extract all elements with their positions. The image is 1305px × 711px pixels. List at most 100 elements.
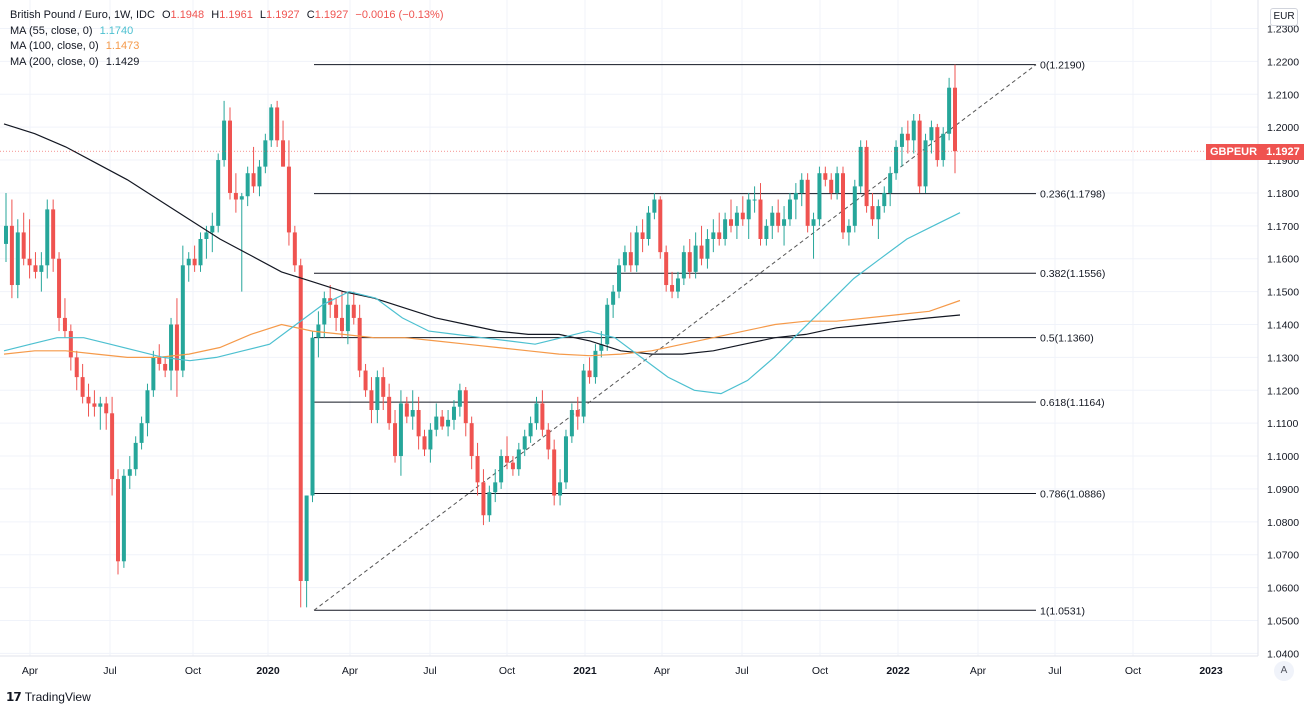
- auto-scale-button[interactable]: A: [1274, 661, 1294, 681]
- candle-body: [457, 390, 462, 407]
- candle-body: [805, 179, 810, 226]
- candle-body: [74, 357, 79, 378]
- candle-body: [239, 196, 244, 200]
- price-tick-label: 1.0500: [1267, 615, 1299, 627]
- currency-label[interactable]: EUR: [1270, 8, 1298, 26]
- price-tick-label: 1.2100: [1267, 89, 1299, 101]
- candle-body: [528, 423, 533, 437]
- time-tick-label: Jul: [735, 665, 748, 677]
- legend-ma200-row[interactable]: MA (200, close, 0) 1.1429: [10, 55, 444, 71]
- candle-body: [451, 406, 456, 420]
- candle-body: [351, 304, 356, 318]
- candle-body: [499, 456, 504, 483]
- candle-body: [104, 403, 109, 414]
- candle-body: [216, 160, 221, 226]
- candle-body: [905, 133, 910, 141]
- candle-body: [858, 146, 863, 187]
- candle-body: [9, 225, 14, 286]
- candle-body: [947, 87, 952, 134]
- candle-body: [935, 127, 940, 161]
- candle-body: [817, 173, 822, 220]
- candle-body: [611, 291, 616, 305]
- candle-body: [428, 429, 433, 450]
- candle-body: [15, 232, 20, 286]
- legend-ma55-row[interactable]: MA (55, close, 0) 1.1740: [10, 24, 444, 40]
- time-tick-label: Apr: [970, 665, 987, 677]
- candle-body: [911, 120, 916, 141]
- fib-level-label: 0(1.2190): [1040, 60, 1085, 72]
- candle-body: [770, 212, 775, 226]
- candle-body: [835, 173, 840, 193]
- price-tick-label: 1.1300: [1267, 352, 1299, 364]
- ma100-line: [3, 299, 961, 358]
- candle-body: [251, 173, 256, 187]
- time-tick-label: Jul: [103, 665, 116, 677]
- fib-trend-line: [313, 64, 1037, 611]
- candle-body: [151, 357, 156, 391]
- candle-body: [776, 212, 781, 226]
- candle-body: [953, 87, 957, 152]
- candle-body: [222, 120, 227, 161]
- time-tick-label: Apr: [22, 665, 39, 677]
- price-tick-label: 1.2000: [1267, 122, 1299, 134]
- ma55-label: MA (55, close, 0): [10, 24, 93, 37]
- price-tick-label: 1.2300: [1267, 24, 1299, 36]
- close-label: C: [306, 9, 315, 21]
- candle-body: [634, 232, 639, 266]
- candle-body: [593, 350, 598, 378]
- ma200-label: MA (200, close, 0): [10, 55, 99, 68]
- candle-body: [546, 429, 551, 450]
- candle-body: [133, 442, 138, 470]
- candle-body: [664, 252, 669, 286]
- candle-body: [870, 206, 875, 220]
- candle-body: [440, 416, 445, 427]
- candle-body: [387, 396, 392, 424]
- candle-body: [693, 245, 698, 272]
- candle-body: [558, 482, 563, 496]
- fib-level-label: 0.786(1.0886): [1040, 489, 1105, 501]
- candle-body: [752, 199, 757, 201]
- candle-body: [33, 265, 38, 272]
- candle-body: [410, 410, 415, 417]
- candle-body: [57, 258, 62, 318]
- candle-body: [269, 107, 274, 141]
- candle-body: [275, 107, 280, 141]
- candle-body: [463, 390, 468, 424]
- candle-body: [393, 423, 398, 457]
- candle-body: [257, 166, 262, 187]
- price-tick-label: 1.1500: [1267, 287, 1299, 299]
- fib-level-label: 1(1.0531): [1040, 605, 1085, 617]
- candle-body: [811, 219, 816, 226]
- time-tick-label: Jul: [1048, 665, 1061, 677]
- candle-body: [4, 225, 8, 244]
- candle-body: [192, 258, 197, 266]
- candle-body: [322, 298, 327, 325]
- candle-body: [186, 258, 191, 266]
- candle-body: [888, 173, 893, 193]
- time-tick-label: 2022: [886, 665, 910, 677]
- candle-body: [941, 133, 946, 161]
- candle-body: [39, 265, 44, 272]
- ma200-value: 1.1429: [105, 55, 140, 68]
- candle-body: [687, 252, 692, 272]
- ma55-line: [3, 212, 961, 395]
- price-tick-label: 1.0800: [1267, 517, 1299, 529]
- candle-body: [617, 265, 622, 292]
- low-value: 1.1927: [266, 9, 300, 21]
- ma200-line: [3, 123, 961, 355]
- tradingview-brand[interactable]: 𝟭𝟳 TradingView: [6, 690, 91, 704]
- time-tick-label: Oct: [499, 665, 515, 677]
- candle-body: [174, 324, 179, 371]
- candle-body: [334, 304, 339, 318]
- candle-body: [139, 423, 144, 443]
- candle-body: [717, 232, 722, 239]
- candle-body: [446, 419, 451, 427]
- candle-body: [746, 199, 751, 220]
- candle-body: [799, 179, 804, 193]
- close-value: 1.1927: [314, 9, 349, 21]
- legend-ma100-row[interactable]: MA (100, close, 0) 1.1473: [10, 39, 444, 55]
- price-tick-label: 1.0400: [1267, 648, 1299, 660]
- time-tick-label: Oct: [812, 665, 828, 677]
- candle-body: [339, 317, 344, 332]
